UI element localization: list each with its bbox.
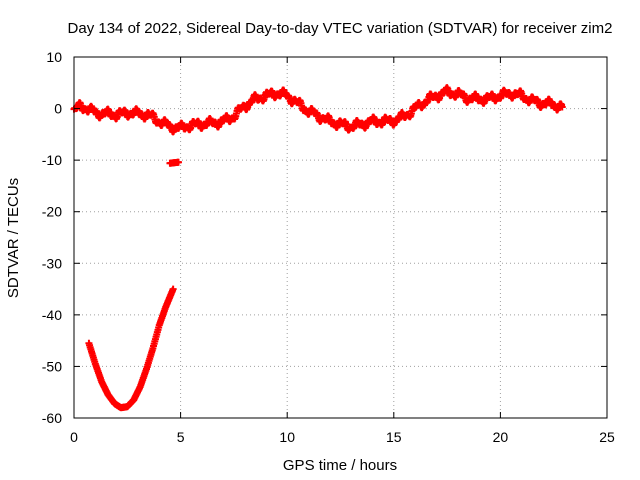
data-point xyxy=(558,103,566,111)
y-tick-label: 0 xyxy=(54,101,62,117)
y-tick-label: -20 xyxy=(42,204,62,220)
x-tick-label: 15 xyxy=(386,429,402,445)
y-tick-label: -10 xyxy=(42,152,62,168)
x-axis-label: GPS time / hours xyxy=(283,457,397,474)
y-tick-label: -50 xyxy=(42,358,62,374)
data-point xyxy=(174,158,182,166)
axis-ticks: 0 5 10 15 20 25 10 0 -10 -20 -30 -40 -50 -60 xyxy=(42,49,615,445)
plot-frame xyxy=(73,56,608,419)
grid-lines xyxy=(74,57,607,418)
x-tick-label: 10 xyxy=(279,429,295,445)
x-tick-label: 20 xyxy=(493,429,509,445)
series-offset-trace xyxy=(166,158,182,167)
y-tick-label: -60 xyxy=(42,410,62,426)
data-series xyxy=(70,84,566,412)
y-tick-label: -40 xyxy=(42,307,62,323)
chart-title: Day 134 of 2022, Sidereal Day-to-day VTE… xyxy=(68,20,613,37)
x-tick-label: 5 xyxy=(177,429,185,445)
series-deep-arc xyxy=(85,285,177,412)
data-point xyxy=(169,285,177,293)
series-main-trace xyxy=(70,84,566,136)
x-tick-label: 0 xyxy=(70,429,78,445)
y-tick-label: 10 xyxy=(46,49,62,65)
x-tick-label: 25 xyxy=(599,429,615,445)
y-tick-label: -30 xyxy=(42,255,62,271)
y-axis-label: SDTVAR / TECUs xyxy=(5,178,22,298)
